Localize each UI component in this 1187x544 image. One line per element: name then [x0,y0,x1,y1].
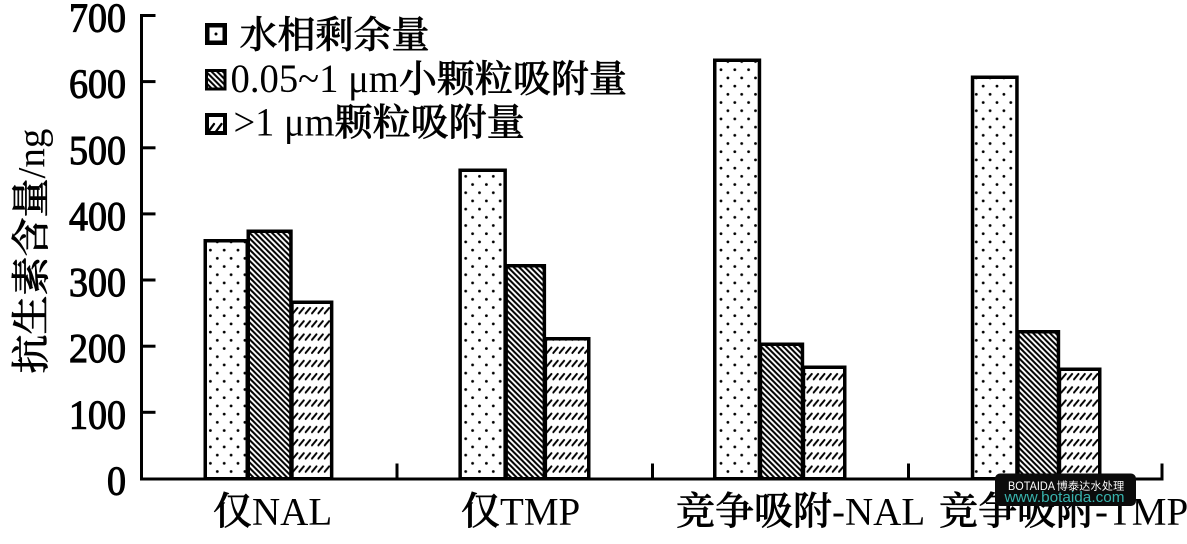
svg-text:NAL: NAL [252,491,332,534]
svg-text:0: 0 [107,458,126,504]
svg-text:200: 200 [69,325,126,371]
svg-text:TMP: TMP [500,491,580,534]
svg-text:100: 100 [69,391,126,437]
svg-text:400: 400 [69,193,126,239]
svg-text:/ng: /ng [11,129,54,179]
svg-text:300: 300 [69,259,126,305]
svg-text:www.botaida.com: www.botaida.com [1003,490,1124,506]
svg-text:500: 500 [69,127,126,173]
svg-text:-NAL: -NAL [832,491,925,534]
svg-text:BOTAIDA: BOTAIDA [1008,481,1055,493]
svg-text:700: 700 [69,0,126,41]
svg-text:0.05~1 μm: 0.05~1 μm [231,56,399,101]
svg-text:600: 600 [69,61,126,107]
svg-text:>1 μm: >1 μm [234,100,335,145]
